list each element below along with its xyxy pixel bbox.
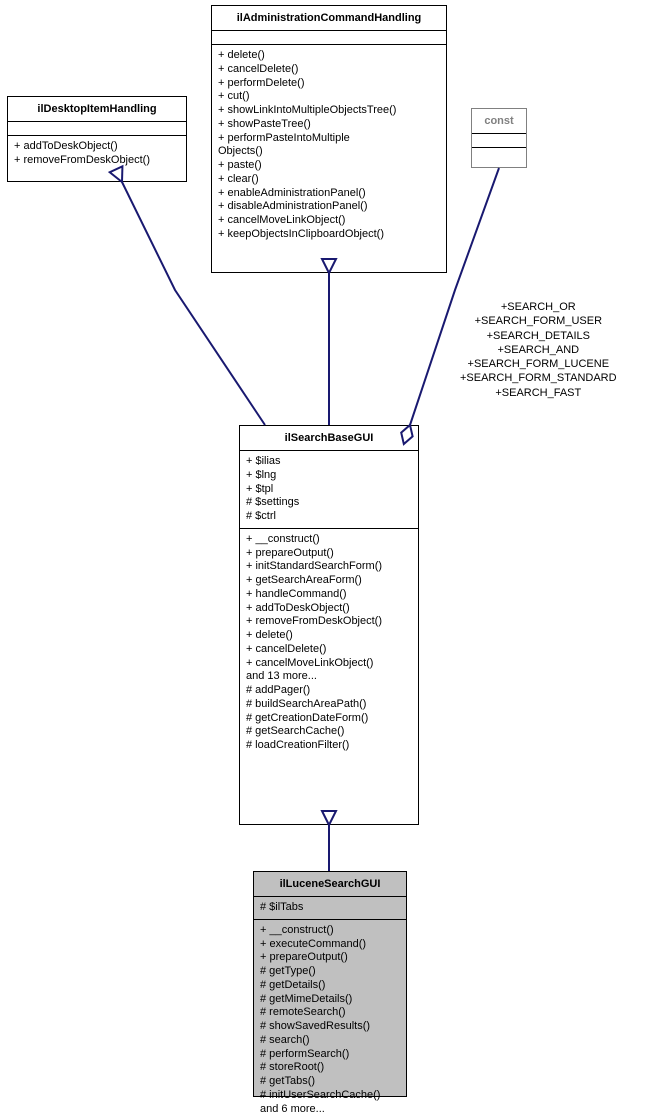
member-line: + paste() [218, 159, 440, 173]
box-title: ilLuceneSearchGUI [254, 872, 406, 897]
box-compartment [212, 31, 446, 45]
member-line: # getCreationDateForm() [246, 712, 412, 726]
member-line: # $ilTabs [260, 901, 400, 915]
member-line: + cancelDelete() [218, 63, 440, 77]
box-compartment: + addToDeskObject()+ removeFromDeskObjec… [8, 136, 186, 172]
box-title: ilDesktopItemHandling [8, 97, 186, 122]
member-line: # storeRoot() [260, 1061, 400, 1075]
member-line: # initUserSearchCache() [260, 1089, 400, 1103]
member-line: + showPasteTree() [218, 118, 440, 132]
const-label: +SEARCH_OR+SEARCH_FORM_USER+SEARCH_DETAI… [460, 300, 617, 400]
member-line: + removeFromDeskObject() [246, 615, 412, 629]
const-label-line: +SEARCH_DETAILS [460, 329, 617, 343]
const-label-line: +SEARCH_OR [460, 300, 617, 314]
member-line: # $settings [246, 496, 412, 510]
member-line: # performSearch() [260, 1048, 400, 1062]
box-compartment [472, 134, 526, 148]
box-compartment: + delete()+ cancelDelete()+ performDelet… [212, 45, 446, 246]
member-line: + $lng [246, 469, 412, 483]
member-line: # showSavedResults() [260, 1020, 400, 1034]
box-title: ilAdministrationCommandHandling [212, 6, 446, 31]
member-line: + __construct() [260, 924, 400, 938]
member-line: + initStandardSearchForm() [246, 560, 412, 574]
member-line: + keepObjectsInClipboardObject() [218, 228, 440, 242]
member-line: + delete() [218, 49, 440, 63]
member-line: + performPasteIntoMultiple [218, 132, 440, 146]
member-line: and 6 more... [260, 1103, 400, 1117]
member-line: + executeCommand() [260, 938, 400, 952]
member-line: Objects() [218, 145, 440, 159]
member-line: + __construct() [246, 533, 412, 547]
box-compartment: + __construct()+ prepareOutput()+ initSt… [240, 529, 418, 757]
member-line: + cancelDelete() [246, 643, 412, 657]
member-line: # getType() [260, 965, 400, 979]
const-label-line: +SEARCH_FORM_LUCENE [460, 357, 617, 371]
member-line: and 13 more... [246, 670, 412, 684]
box-lucene: ilLuceneSearchGUI # $ilTabs + __construct(… [253, 871, 407, 1097]
member-line: + removeFromDeskObject() [14, 154, 180, 168]
member-line: + showLinkIntoMultipleObjectsTree() [218, 104, 440, 118]
member-line: # loadCreationFilter() [246, 739, 412, 753]
member-line: + handleCommand() [246, 588, 412, 602]
box-compartment: + $ilias+ $lng+ $tpl# $settings# $ctrl [240, 451, 418, 529]
member-line: + clear() [218, 173, 440, 187]
member-line: + delete() [246, 629, 412, 643]
box-searchbase: ilSearchBaseGUI+ $ilias+ $lng+ $tpl# $se… [239, 425, 419, 825]
box-admin: ilAdministrationCommandHandling + delete(… [211, 5, 447, 273]
member-line: + prepareOutput() [246, 547, 412, 561]
member-line: + addToDeskObject() [14, 140, 180, 154]
member-line: # getTabs() [260, 1075, 400, 1089]
member-line: + getSearchAreaForm() [246, 574, 412, 588]
member-line: # getDetails() [260, 979, 400, 993]
box-compartment [8, 122, 186, 136]
member-line: # search() [260, 1034, 400, 1048]
const-label-line: +SEARCH_FORM_STANDARD [460, 371, 617, 385]
const-label-line: +SEARCH_FORM_USER [460, 314, 617, 328]
member-line: + cut() [218, 90, 440, 104]
box-title: ilSearchBaseGUI [240, 426, 418, 451]
box-compartment: + __construct()+ executeCommand()+ prepa… [254, 920, 406, 1120]
member-line: + disableAdministrationPanel() [218, 200, 440, 214]
box-title: const [472, 109, 526, 134]
member-line: + prepareOutput() [260, 951, 400, 965]
box-compartment: # $ilTabs [254, 897, 406, 920]
const-label-line: +SEARCH_AND [460, 343, 617, 357]
const-label-line: +SEARCH_FAST [460, 386, 617, 400]
member-line: + $ilias [246, 455, 412, 469]
member-line: + addToDeskObject() [246, 602, 412, 616]
box-compartment [472, 148, 526, 162]
member-line: # addPager() [246, 684, 412, 698]
box-const: const [471, 108, 527, 168]
member-line: + $tpl [246, 483, 412, 497]
member-line: # getSearchCache() [246, 725, 412, 739]
member-line: # remoteSearch() [260, 1006, 400, 1020]
member-line: + cancelMoveLinkObject() [246, 657, 412, 671]
box-desktop: ilDesktopItemHandling + addToDeskObject()… [7, 96, 187, 182]
member-line: # $ctrl [246, 510, 412, 524]
member-line: + performDelete() [218, 77, 440, 91]
member-line: + enableAdministrationPanel() [218, 187, 440, 201]
member-line: # getMimeDetails() [260, 993, 400, 1007]
member-line: # buildSearchAreaPath() [246, 698, 412, 712]
member-line: + cancelMoveLinkObject() [218, 214, 440, 228]
